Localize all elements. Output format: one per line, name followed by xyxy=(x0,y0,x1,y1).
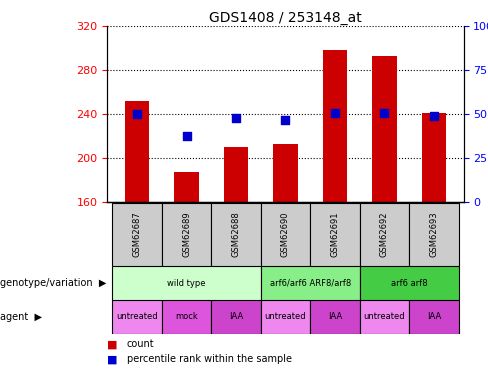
Bar xyxy=(409,300,459,334)
Bar xyxy=(273,144,298,202)
Text: wild type: wild type xyxy=(167,279,206,288)
Bar xyxy=(112,266,261,300)
Text: agent  ▶: agent ▶ xyxy=(0,312,42,322)
Bar xyxy=(372,56,397,202)
Bar xyxy=(124,101,149,202)
Text: mock: mock xyxy=(175,312,198,321)
Bar xyxy=(310,202,360,266)
Bar xyxy=(310,300,360,334)
Bar xyxy=(360,202,409,266)
Text: GSM62691: GSM62691 xyxy=(330,211,340,257)
Bar xyxy=(162,202,211,266)
Text: GSM62689: GSM62689 xyxy=(182,211,191,257)
Text: genotype/variation  ▶: genotype/variation ▶ xyxy=(0,278,106,288)
Bar xyxy=(422,113,447,202)
Bar xyxy=(112,202,162,266)
Text: GSM62687: GSM62687 xyxy=(133,211,142,257)
Text: untreated: untreated xyxy=(264,312,306,321)
Point xyxy=(282,117,289,123)
Text: untreated: untreated xyxy=(364,312,405,321)
Bar xyxy=(360,300,409,334)
Text: GSM62690: GSM62690 xyxy=(281,211,290,257)
Point xyxy=(331,110,339,116)
Text: ■: ■ xyxy=(107,354,118,364)
Bar xyxy=(261,300,310,334)
Point xyxy=(381,110,388,116)
Bar xyxy=(323,51,347,202)
Point xyxy=(183,132,190,138)
Bar xyxy=(360,266,459,300)
Text: arf6 arf8: arf6 arf8 xyxy=(391,279,427,288)
Point xyxy=(133,111,141,117)
Title: GDS1408 / 253148_at: GDS1408 / 253148_at xyxy=(209,11,362,25)
Bar xyxy=(261,266,360,300)
Text: untreated: untreated xyxy=(116,312,158,321)
Text: GSM62693: GSM62693 xyxy=(429,211,438,257)
Text: percentile rank within the sample: percentile rank within the sample xyxy=(127,354,292,364)
Text: ■: ■ xyxy=(107,339,118,349)
Bar xyxy=(409,202,459,266)
Point xyxy=(232,115,240,121)
Point xyxy=(430,113,438,119)
Text: arf6/arf6 ARF8/arf8: arf6/arf6 ARF8/arf8 xyxy=(269,279,351,288)
Bar xyxy=(112,300,162,334)
Text: count: count xyxy=(127,339,155,349)
Text: GSM62688: GSM62688 xyxy=(231,211,241,257)
Bar xyxy=(162,300,211,334)
Bar xyxy=(174,172,199,202)
Bar xyxy=(211,300,261,334)
Bar xyxy=(211,202,261,266)
Text: IAA: IAA xyxy=(328,312,342,321)
Text: IAA: IAA xyxy=(427,312,441,321)
Bar xyxy=(261,202,310,266)
Text: IAA: IAA xyxy=(229,312,243,321)
Bar xyxy=(224,147,248,202)
Text: GSM62692: GSM62692 xyxy=(380,211,389,257)
